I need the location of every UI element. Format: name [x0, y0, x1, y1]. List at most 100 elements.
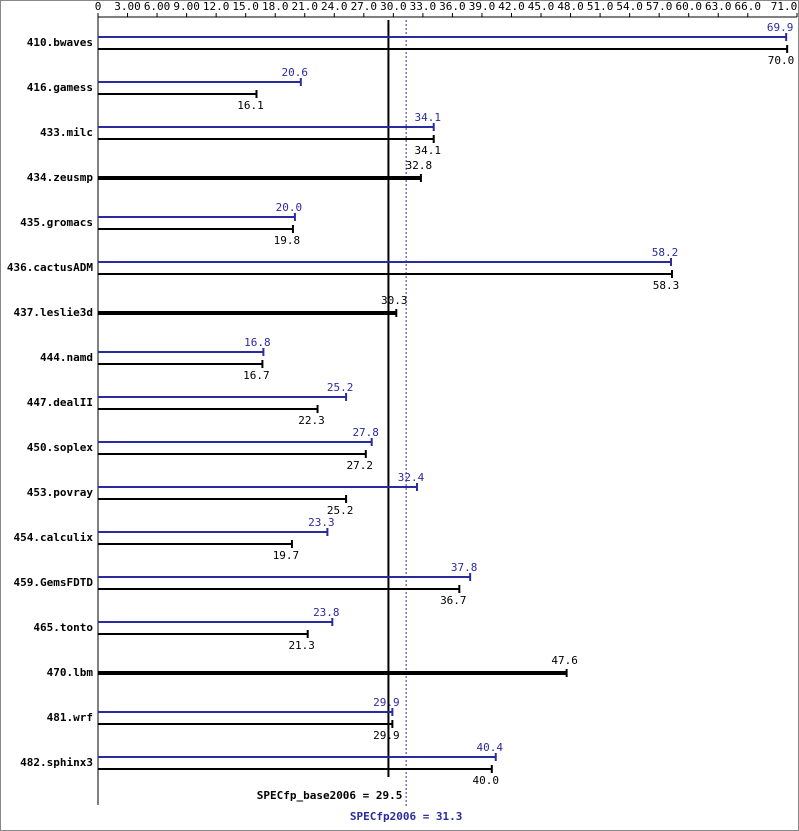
benchmark-label: 453.povray: [27, 486, 94, 499]
value-label: 34.1: [414, 144, 441, 157]
x-tick-label: 3.00: [114, 0, 141, 13]
bar: [98, 621, 333, 623]
x-tick-label: 18.0: [262, 0, 289, 13]
value-label: 29.9: [373, 729, 400, 742]
value-label: 23.3: [308, 516, 335, 529]
benchmark-label: 459.GemsFDTD: [14, 576, 94, 589]
bar: [98, 723, 393, 725]
bar: [98, 351, 264, 353]
x-tick-label: 12.0: [203, 0, 230, 13]
bar: [98, 441, 372, 443]
x-tick-label: 63.0: [705, 0, 732, 13]
x-tick-label: 6.00: [144, 0, 171, 13]
benchmark-label: 433.milc: [40, 126, 93, 139]
x-tick-label: 39.0: [469, 0, 496, 13]
value-label: 37.8: [451, 561, 478, 574]
bar: [98, 138, 434, 140]
value-label: 58.3: [653, 279, 680, 292]
bar: [98, 126, 434, 128]
bar: [98, 48, 788, 50]
value-label: 21.3: [288, 639, 315, 652]
x-tick-label: 21.0: [291, 0, 318, 13]
x-tick-label: 45.0: [528, 0, 555, 13]
benchmark-label: 434.zeusmp: [27, 171, 94, 184]
bar: [98, 633, 308, 635]
x-tick-label: 54.0: [616, 0, 643, 13]
reference-label: SPECfp2006 = 31.3: [350, 810, 463, 823]
value-label: 27.2: [347, 459, 374, 472]
value-label: 25.2: [327, 381, 354, 394]
bar: [98, 588, 460, 590]
bar: [98, 261, 671, 263]
value-label: 70.0: [768, 54, 795, 67]
x-tick-label: 24.0: [321, 0, 348, 13]
benchmark-label: 482.sphinx3: [20, 756, 93, 769]
value-label: 22.3: [298, 414, 325, 427]
bar: [98, 711, 393, 713]
bar: [98, 273, 672, 275]
benchmark-label: 437.leslie3d: [14, 306, 93, 319]
bar: [98, 756, 496, 758]
bar: [98, 311, 397, 315]
value-label: 40.0: [473, 774, 500, 787]
x-tick-label: 27.0: [351, 0, 378, 13]
value-label: 69.9: [767, 21, 794, 34]
bar: [98, 453, 366, 455]
x-tick-label: 60.0: [675, 0, 702, 13]
x-tick-label: 33.0: [410, 0, 437, 13]
bar: [98, 363, 263, 365]
value-label: 30.3: [381, 294, 408, 307]
value-label: 29.9: [373, 696, 400, 709]
bar: [98, 486, 417, 488]
bar: [98, 671, 567, 675]
value-label: 47.6: [551, 654, 578, 667]
reference-label: SPECfp_base2006 = 29.5: [257, 789, 403, 802]
value-label: 20.6: [282, 66, 309, 79]
value-label: 16.7: [243, 369, 270, 382]
benchmark-label: 436.cactusADM: [7, 261, 93, 274]
x-tick-label: 36.0: [439, 0, 466, 13]
value-label: 23.8: [313, 606, 340, 619]
bar: [98, 498, 347, 500]
bar: [98, 768, 492, 770]
value-label: 36.7: [440, 594, 467, 607]
bar: [98, 408, 318, 410]
x-tick-label: 0: [95, 0, 102, 13]
benchmark-label: 470.lbm: [47, 666, 94, 679]
value-label: 19.7: [273, 549, 300, 562]
bar: [98, 176, 421, 180]
benchmark-label: 465.tonto: [33, 621, 93, 634]
value-label: 25.2: [327, 504, 354, 517]
bar: [98, 216, 295, 218]
value-label: 27.8: [352, 426, 379, 439]
x-tick-label: 71.0: [771, 0, 798, 13]
benchmark-label: 435.gromacs: [20, 216, 93, 229]
benchmark-label: 454.calculix: [14, 531, 94, 544]
x-tick-label: 51.0: [587, 0, 614, 13]
benchmark-label: 447.dealII: [27, 396, 93, 409]
value-label: 16.1: [237, 99, 264, 112]
value-label: 20.0: [276, 201, 303, 214]
benchmark-label: 416.gamess: [27, 81, 93, 94]
value-label: 32.8: [406, 159, 433, 172]
x-tick-label: 66.0: [735, 0, 762, 13]
value-label: 19.8: [274, 234, 301, 247]
benchmark-label: 444.namd: [40, 351, 93, 364]
bar: [98, 396, 347, 398]
x-tick-label: 48.0: [557, 0, 584, 13]
bar: [98, 531, 328, 533]
value-label: 40.4: [476, 741, 503, 754]
bar: [98, 576, 471, 578]
x-tick-label: 30.0: [380, 0, 407, 13]
bar: [98, 81, 301, 83]
x-tick-label: 9.00: [173, 0, 200, 13]
x-tick-label: 42.0: [498, 0, 525, 13]
value-label: 16.8: [244, 336, 271, 349]
value-label: 34.1: [414, 111, 441, 124]
bar: [98, 36, 787, 38]
benchmark-label: 450.soplex: [27, 441, 94, 454]
x-tick-label: 57.0: [646, 0, 673, 13]
value-label: 58.2: [652, 246, 679, 259]
benchmark-label: 410.bwaves: [27, 36, 93, 49]
